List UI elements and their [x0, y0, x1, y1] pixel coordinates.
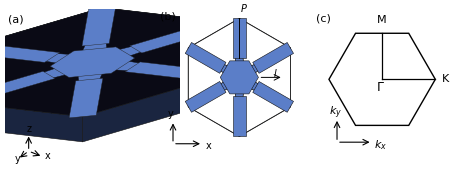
Text: Γ: Γ [377, 81, 384, 94]
Text: K: K [442, 74, 449, 84]
Polygon shape [0, 48, 66, 102]
Text: P: P [241, 4, 247, 14]
Text: $k_y$: $k_y$ [329, 104, 342, 121]
Text: (b): (b) [160, 11, 175, 21]
Text: (c): (c) [316, 13, 331, 23]
Polygon shape [188, 19, 239, 69]
Polygon shape [82, 6, 116, 46]
Polygon shape [239, 86, 291, 136]
Polygon shape [188, 19, 291, 136]
Text: x: x [206, 141, 212, 151]
Polygon shape [239, 19, 291, 69]
Polygon shape [0, 102, 82, 142]
Polygon shape [0, 8, 102, 55]
Polygon shape [233, 96, 246, 136]
Polygon shape [82, 69, 218, 117]
Polygon shape [218, 22, 228, 102]
Text: y: y [15, 154, 21, 164]
Polygon shape [220, 61, 258, 94]
Polygon shape [0, 8, 102, 73]
Text: z: z [27, 124, 32, 134]
Text: t: t [237, 30, 241, 40]
Polygon shape [188, 86, 239, 136]
Polygon shape [185, 82, 226, 112]
Text: (a): (a) [8, 14, 24, 24]
Polygon shape [102, 8, 228, 53]
Polygon shape [119, 22, 228, 77]
Polygon shape [0, 72, 82, 117]
Text: $k_x$: $k_x$ [374, 139, 387, 152]
Polygon shape [0, 71, 55, 106]
Text: y: y [168, 109, 174, 119]
Polygon shape [0, 43, 60, 62]
Text: l: l [273, 69, 276, 79]
Polygon shape [253, 43, 293, 73]
Polygon shape [125, 62, 226, 82]
Polygon shape [253, 82, 293, 112]
Text: R: R [241, 67, 248, 77]
Polygon shape [233, 19, 246, 58]
Polygon shape [188, 48, 230, 107]
Polygon shape [249, 48, 291, 107]
Polygon shape [130, 19, 234, 53]
Text: x: x [45, 151, 50, 161]
Polygon shape [185, 43, 226, 73]
Polygon shape [0, 8, 228, 117]
Polygon shape [69, 78, 103, 118]
Polygon shape [82, 77, 218, 142]
Polygon shape [102, 8, 228, 48]
Text: M: M [377, 15, 387, 25]
Polygon shape [50, 47, 135, 77]
Polygon shape [329, 33, 435, 125]
